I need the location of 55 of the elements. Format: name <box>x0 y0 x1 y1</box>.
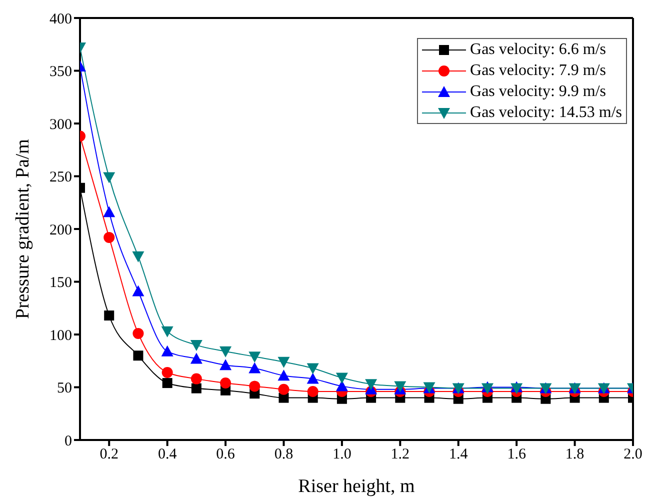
point <box>306 363 319 374</box>
x-tick-label: 1.8 <box>565 446 584 463</box>
x-tick-label: 1.2 <box>390 446 410 463</box>
y-tick-label: 200 <box>50 222 72 238</box>
point <box>220 346 232 358</box>
point <box>336 372 348 384</box>
point <box>248 352 261 363</box>
point <box>278 384 290 395</box>
y-tick-label: 400 <box>50 11 72 28</box>
point <box>191 383 202 394</box>
point <box>161 326 174 338</box>
point <box>220 359 232 370</box>
y-axis-title: Pressure gradient, Pa/m <box>12 138 34 319</box>
y-tick-label: 150 <box>50 275 72 292</box>
x-tick-label: 0.8 <box>274 446 294 463</box>
point <box>132 328 144 339</box>
point <box>103 206 116 218</box>
x-axis-title: Riser height, m <box>298 476 416 497</box>
y-tick-label: 50 <box>57 380 72 397</box>
point <box>220 378 232 389</box>
point <box>306 372 319 384</box>
y-tick-label: 350 <box>50 64 72 80</box>
x-tick-label: 1.0 <box>332 446 352 463</box>
y-tick-label: 300 <box>50 116 72 133</box>
point <box>249 380 260 392</box>
point <box>307 386 318 397</box>
x-tick-label: 2.0 <box>624 446 642 463</box>
legend-label: Gas velocity: 6.6 m/s <box>470 40 606 60</box>
point <box>278 356 290 368</box>
point <box>190 340 202 352</box>
legend-label: Gas velocity: 9.9 m/s <box>470 82 606 102</box>
point <box>132 285 144 296</box>
legend-label: Gas velocity: 7.9 m/s <box>470 61 606 81</box>
x-tick-label: 0.4 <box>158 446 178 463</box>
point <box>132 251 144 262</box>
point <box>248 362 261 374</box>
point <box>278 370 290 381</box>
point <box>190 373 202 384</box>
point <box>104 232 115 243</box>
x-tick-label: 0.2 <box>100 446 118 463</box>
y-tick-label: 0 <box>64 433 72 450</box>
x-tick-label: 1.4 <box>448 446 468 463</box>
point <box>133 350 144 361</box>
point <box>190 352 202 364</box>
point <box>103 172 116 184</box>
x-tick-label: 0.6 <box>216 446 236 463</box>
y-tick-label: 250 <box>50 170 72 186</box>
point <box>162 366 173 378</box>
y-tick-label: 100 <box>50 328 72 344</box>
point <box>161 345 174 356</box>
point <box>104 310 114 321</box>
point <box>365 379 378 390</box>
x-tick-label: 1.6 <box>507 446 526 463</box>
point <box>162 378 172 388</box>
legend-label: Gas velocity: 14.53 m/s <box>470 103 622 123</box>
